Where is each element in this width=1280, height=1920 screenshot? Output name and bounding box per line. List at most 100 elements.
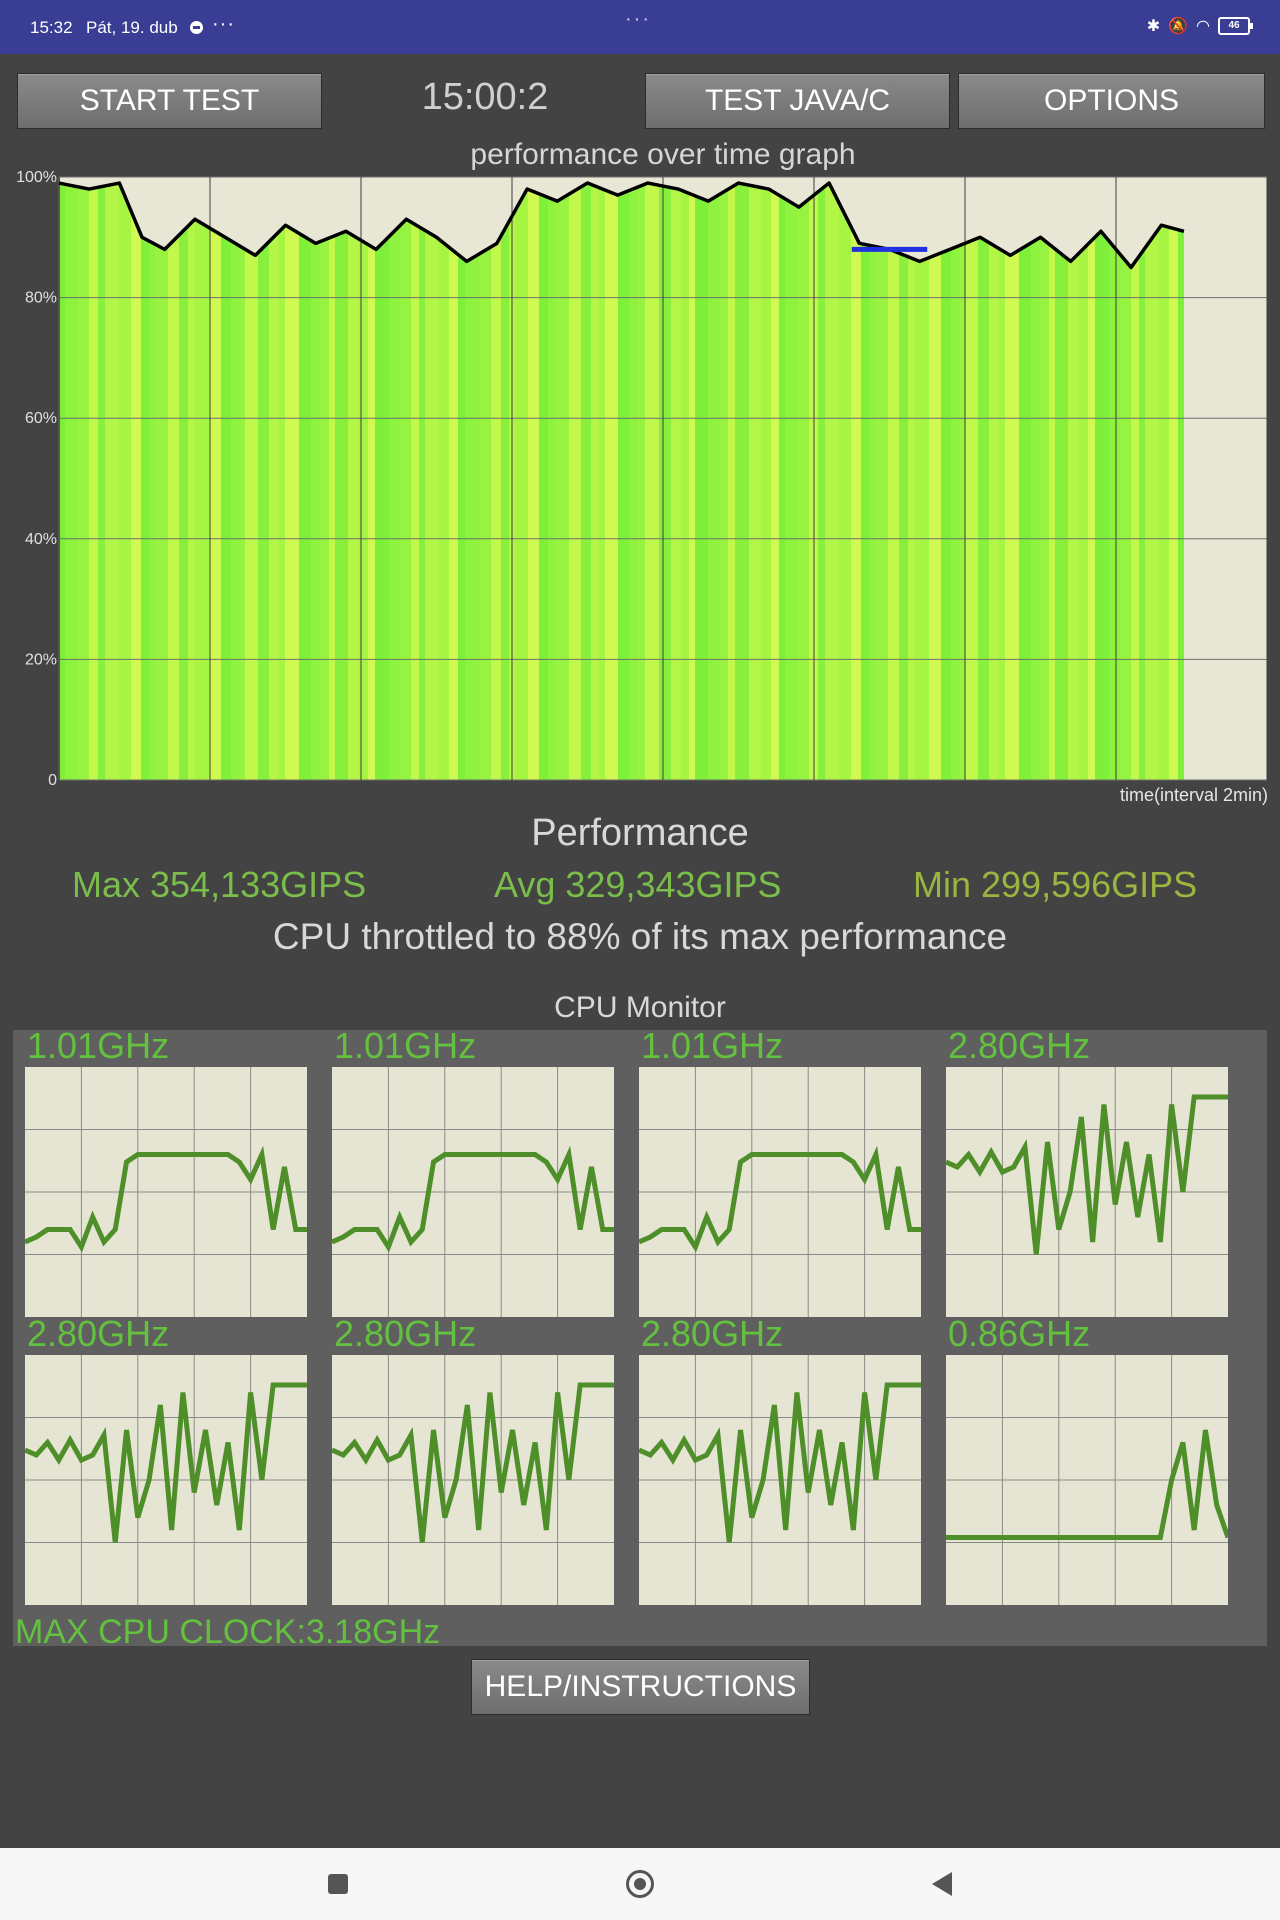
bell-muted-icon: 🔕: [1168, 18, 1189, 35]
y-tick-label: 60%: [25, 410, 57, 427]
graph-fill-stripe: [359, 183, 369, 780]
start-test-button[interactable]: START TEST: [17, 73, 322, 129]
graph-fill-stripe: [98, 183, 106, 780]
graph-fill-stripe: [321, 183, 330, 780]
graph-fill-stripe: [449, 183, 459, 780]
y-tick-label: 80%: [25, 290, 57, 307]
status-bar: 15:32 Pát, 19. dub ··· ··· ✱ 🔕 ◠ 46: [0, 0, 1280, 54]
graph-fill-stripe: [581, 183, 592, 780]
cpu-core-load-line: [639, 1145, 921, 1253]
graph-fill-stripe: [825, 183, 840, 780]
graph-fill-stripe: [528, 183, 540, 780]
graph-fill-stripe: [659, 183, 672, 780]
graph-fill-stripe: [368, 183, 376, 780]
graph-fill-stripe: [59, 183, 66, 780]
help-instructions-button[interactable]: HELP/INSTRUCTIONS: [471, 1659, 810, 1715]
graph-fill-stripe: [1005, 183, 1020, 780]
max-cpu-clock: MAX CPU CLOCK:3.18GHz: [15, 1613, 441, 1651]
graph-fill-stripe: [479, 183, 492, 780]
graph-fill-stripe: [539, 183, 549, 780]
throttle-message: CPU throttled to 88% of its max performa…: [272, 916, 1008, 957]
graph-fill-stripe: [401, 183, 412, 780]
cpu-core-frequency: 2.80GHz: [948, 1025, 1091, 1066]
test-java-c-button[interactable]: TEST JAVA/C: [645, 73, 950, 129]
status-date: Pát, 19. dub: [86, 18, 178, 37]
graph-fill-stripe: [851, 183, 862, 780]
cpu-core-graph: [25, 1355, 307, 1605]
cpu-core-graph: [639, 1355, 921, 1605]
options-button[interactable]: OPTIONS: [958, 73, 1265, 129]
graph-fill-stripe: [959, 183, 966, 780]
graph-fill-stripe: [299, 183, 312, 780]
graph-fill-stripe: [839, 183, 852, 780]
graph-fill-stripe: [599, 183, 606, 780]
cpu-core-graph: [946, 1355, 1228, 1605]
graph-fill-stripe: [1095, 183, 1110, 780]
wifi-icon: ◠: [1196, 18, 1210, 35]
graph-fill-stripe: [695, 183, 709, 780]
drag-handle-icon[interactable]: ···: [625, 8, 651, 30]
graph-fill-stripe: [209, 183, 222, 780]
cpu-core-frequency: 2.80GHz: [27, 1313, 170, 1354]
cpu-monitor-panel: 1.01GHz 1.01GHz 1.01GHz 2.80GHz 2.80GHz 2.80G…: [13, 1026, 1267, 1651]
graph-fill-stripe: [681, 183, 690, 780]
graph-fill-stripe: [1121, 183, 1132, 780]
graph-fill-stripe: [719, 183, 729, 780]
cpu-monitor-title: CPU Monitor: [554, 991, 726, 1024]
y-tick-label: 40%: [25, 531, 57, 548]
graph-fill-stripe: [1169, 183, 1179, 780]
graph-fill-stripe: [798, 183, 810, 780]
graph-fill-stripe: [899, 183, 909, 780]
performance-series-line: [58, 181, 1185, 270]
graph-fill-stripe: [998, 183, 1006, 780]
graph-fill-stripe: [965, 183, 979, 780]
graph-fill-stripe: [269, 183, 279, 780]
graph-fill-stripe: [869, 183, 876, 780]
graph-fill-stripe: [548, 183, 556, 780]
graph-fill-stripe: [951, 183, 960, 780]
graph-fill-stripe: [335, 183, 349, 780]
graph-fill-stripe: [329, 183, 336, 780]
test-timer: 15:00:2: [421, 76, 549, 118]
graph-fill-stripe: [411, 183, 420, 780]
graph-fill-stripe: [861, 183, 870, 780]
graph-fill-stripe: [1031, 183, 1042, 780]
min-gips: Min 299,596GIPS: [913, 864, 1198, 905]
graph-fill-stripe: [785, 183, 799, 780]
cpu-core-load-line: [332, 1382, 614, 1543]
graph-fill-stripe: [221, 183, 232, 780]
y-tick-label: 100%: [16, 169, 57, 186]
graph-fill-stripe: [728, 183, 736, 780]
graph-fill-stripe: [438, 183, 450, 780]
cpu-core-load-line: [25, 1145, 307, 1253]
cpu-core-load-line: [946, 1094, 1228, 1255]
home-icon[interactable]: [626, 1870, 654, 1898]
back-icon[interactable]: [932, 1872, 952, 1896]
graph-fill-stripe: [1079, 183, 1089, 780]
graph-fill-stripe: [239, 183, 246, 780]
cpu-core-load-line: [332, 1145, 614, 1253]
graph-fill-stripe: [465, 183, 480, 780]
cpu-core-graph: [25, 1067, 307, 1317]
graph-fill-stripe: [491, 183, 502, 780]
graph-fill-stripe: [515, 183, 529, 780]
messenger-icon: [190, 21, 203, 34]
graph-fill-stripe: [311, 183, 322, 780]
graph-grid: [58, 176, 1268, 781]
graph-fill-stripe: [818, 183, 826, 780]
cpu-core-frequency: 2.80GHz: [334, 1313, 477, 1354]
graph-fill-stripe: [1131, 183, 1140, 780]
graph-fill-stripe: [501, 183, 510, 780]
graph-fill-stripe: [105, 183, 120, 780]
y-tick-label: 0: [48, 772, 57, 788]
cpu-core-graph: [946, 1067, 1228, 1317]
y-tick-label: 20%: [25, 651, 57, 668]
graph-fill-stripe: [555, 183, 570, 780]
performance-graph: 100% 80% 60% 40% 20% 0: [16, 169, 1268, 788]
recents-icon[interactable]: [328, 1874, 348, 1894]
graph-fill-stripe: [735, 183, 750, 780]
more-notifications-icon: ···: [212, 13, 235, 35]
graph-fill-stripe: [1178, 183, 1184, 780]
graph-fill-stripe: [908, 183, 916, 780]
battery-icon: 46: [1218, 17, 1253, 35]
